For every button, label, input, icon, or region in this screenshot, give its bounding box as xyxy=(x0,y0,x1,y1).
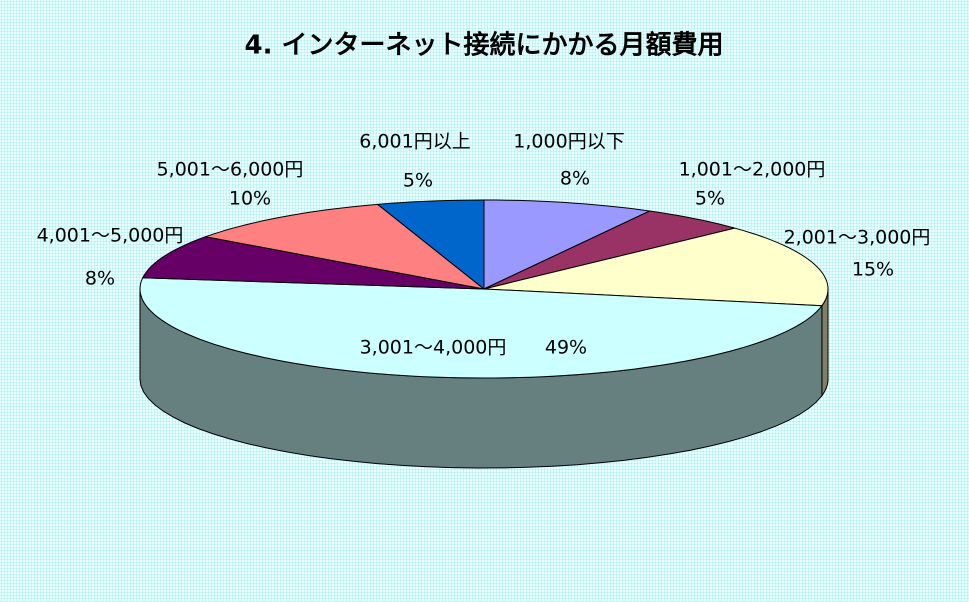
category-label: 1,000円以下 xyxy=(513,131,624,153)
slice xyxy=(483,199,652,290)
slice xyxy=(139,277,823,379)
category-label: 1,001～2,000円 xyxy=(679,159,826,181)
value-label: 15% xyxy=(852,259,894,281)
value-label: 8% xyxy=(85,268,115,290)
slice xyxy=(483,210,735,290)
value-label: 49% xyxy=(545,337,587,359)
category-label: 2,001～3,000円 xyxy=(784,227,931,249)
slice xyxy=(483,227,829,307)
value-label: 5% xyxy=(403,170,433,192)
category-label: 4,001～5,000円 xyxy=(37,225,184,247)
chart-title: 4. インターネット接続にかかる月額費用 xyxy=(244,30,723,61)
slice xyxy=(376,199,485,291)
slice xyxy=(203,203,485,290)
category-label: 5,001～6,000円 xyxy=(157,159,304,181)
category-label: 6,001円以上 xyxy=(359,131,470,153)
category-label: 3,001～4,000円 xyxy=(360,337,507,359)
value-label: 10% xyxy=(229,188,271,210)
value-label: 8% xyxy=(560,168,590,190)
slice xyxy=(141,236,485,290)
value-label: 5% xyxy=(695,188,725,210)
